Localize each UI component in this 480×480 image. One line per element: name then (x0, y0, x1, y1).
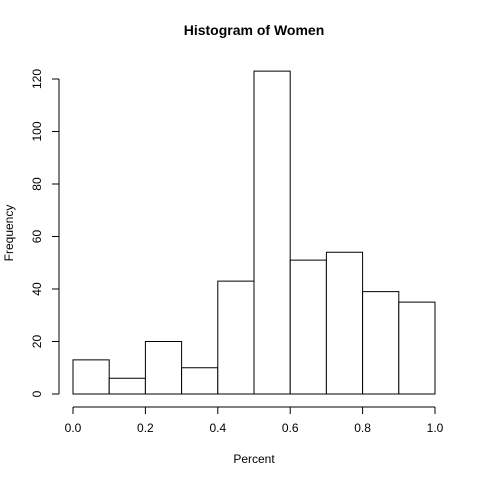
histogram-bar-0 (72, 359, 110, 395)
y-tick-label-4: 80 (30, 177, 44, 191)
x-tick-label-1: 0.2 (137, 421, 154, 435)
histogram-bar-4 (217, 280, 255, 395)
x-axis: 0.0 0.2 0.4 0.6 0.8 1.0 (65, 406, 444, 435)
histogram-bar-9 (398, 301, 436, 395)
histogram-bar-6 (289, 259, 327, 395)
y-axis-label: Frequency (2, 205, 16, 262)
histogram-bar-2 (144, 341, 183, 395)
y-tick-label-1: 20 (30, 335, 44, 349)
histogram-bar-7 (325, 251, 364, 395)
x-tick-label-4: 0.8 (354, 421, 371, 435)
y-tick-label-5: 100 (30, 121, 44, 141)
bars-group (72, 70, 436, 395)
x-tick-label-3: 0.6 (282, 421, 299, 435)
chart-title: Histogram of Women (184, 22, 325, 38)
x-tick-label-5: 1.0 (427, 421, 444, 435)
x-tick-label-0: 0.0 (65, 421, 82, 435)
y-tick-label-6: 120 (30, 69, 44, 89)
y-tick-label-2: 40 (30, 282, 44, 296)
y-tick-label-0: 0 (30, 390, 44, 397)
y-axis: 0 20 40 60 80 100 120 (30, 69, 60, 397)
histogram-bar-3 (181, 367, 219, 395)
y-tick-label-3: 60 (30, 230, 44, 244)
histogram-bar-8 (362, 291, 400, 395)
x-axis-label: Percent (233, 452, 275, 466)
histogram-bar-1 (108, 377, 146, 395)
histogram-bar-5 (253, 70, 291, 395)
x-tick-label-2: 0.4 (209, 421, 226, 435)
